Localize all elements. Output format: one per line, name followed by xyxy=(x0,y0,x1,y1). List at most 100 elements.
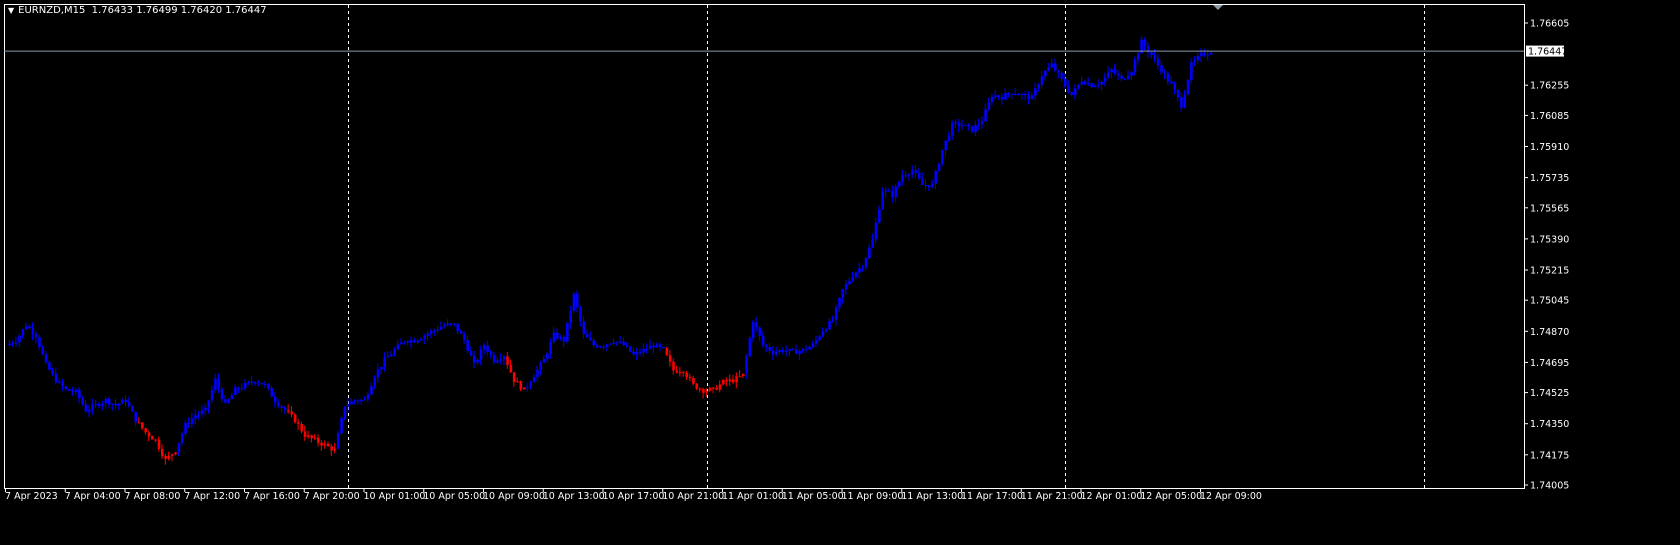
candle-body xyxy=(751,322,755,339)
candle-body xyxy=(1176,90,1180,98)
candle-body xyxy=(1170,81,1173,84)
candle-body xyxy=(104,398,108,404)
candle-body xyxy=(303,431,307,438)
candle-body xyxy=(808,346,811,350)
candle-body xyxy=(220,388,224,400)
candle-body xyxy=(1047,67,1050,71)
bid-price-label: 1.76447 xyxy=(1528,47,1567,58)
candle-body xyxy=(509,364,513,373)
price-tick-label: 1.75565 xyxy=(1530,203,1569,214)
candle-body xyxy=(84,404,88,412)
candle-body xyxy=(8,343,11,346)
candle-body xyxy=(68,389,71,392)
candle-body xyxy=(446,323,450,326)
candle-body xyxy=(692,378,695,384)
candle-body xyxy=(459,331,463,334)
candle-body xyxy=(240,388,244,390)
candle-body xyxy=(1083,81,1087,85)
candle-body xyxy=(1014,94,1017,96)
candle-body xyxy=(1097,84,1100,86)
candle-body xyxy=(370,386,373,395)
candle-body xyxy=(635,351,639,355)
candle-body xyxy=(592,340,596,346)
candle-body xyxy=(350,401,353,405)
candle-body xyxy=(64,386,68,390)
price-axis[interactable]: 1.76605 1.76255 1.76085 1.75910 1.75735 1.755… xyxy=(1524,19,1569,492)
candle-body xyxy=(738,375,742,377)
ohlc-values: 1.76433 1.76499 1.76420 1.76447 xyxy=(91,5,267,16)
candle-body xyxy=(516,381,519,383)
candle-body xyxy=(648,345,652,350)
shift-marker-icon[interactable] xyxy=(1213,5,1223,10)
candle-body xyxy=(287,410,290,412)
candle-body xyxy=(1067,85,1070,92)
candle-body xyxy=(854,272,858,278)
candle-body xyxy=(157,439,161,449)
candle-body xyxy=(542,359,546,363)
candle-body xyxy=(911,170,914,175)
candle-body xyxy=(512,372,516,383)
candle-body xyxy=(353,400,357,402)
candle-body xyxy=(927,185,931,188)
candle-body xyxy=(1156,58,1160,66)
candle-body xyxy=(167,455,171,459)
candle-body xyxy=(280,406,284,408)
candle-body xyxy=(366,394,370,400)
price-tick-label: 1.74005 xyxy=(1530,481,1569,492)
triangle-down-icon[interactable]: ▼ xyxy=(8,6,15,15)
candle-body xyxy=(1040,76,1044,85)
candle-body xyxy=(712,387,715,389)
candle-body xyxy=(741,373,745,376)
candle-body xyxy=(283,407,287,411)
candle-body xyxy=(326,443,330,447)
candle-body xyxy=(1037,84,1040,89)
candle-body xyxy=(1027,94,1031,100)
time-tick-label: 7 Apr 16:00 xyxy=(244,491,300,502)
candle-body xyxy=(974,125,977,133)
candle-body xyxy=(907,174,911,176)
candle-body xyxy=(380,366,383,370)
candle-body xyxy=(210,389,214,401)
candle-body xyxy=(1004,93,1007,100)
candle-body xyxy=(980,121,984,125)
time-axis[interactable]: 7 Apr 2023 7 Apr 04:00 7 Apr 08:00 7 Apr 12… xyxy=(5,488,1262,502)
candle-body xyxy=(688,377,692,379)
candle-body xyxy=(224,399,227,403)
candle-body xyxy=(1140,39,1143,54)
candle-body xyxy=(695,383,699,389)
price-tick-label: 1.76085 xyxy=(1530,111,1569,122)
candle-body xyxy=(1166,73,1170,82)
candle-body xyxy=(526,386,529,388)
candle-body xyxy=(1123,78,1127,80)
candle-body xyxy=(755,322,758,328)
chart-title: ▼ EURNZD,M15 1.76433 1.76499 1.76420 1.76… xyxy=(8,5,267,16)
candle-body xyxy=(901,175,904,182)
candle-body xyxy=(977,124,981,126)
candle-body xyxy=(668,355,672,362)
candle-body xyxy=(878,209,881,223)
candle-body xyxy=(788,349,792,351)
time-tick-label: 12 Apr 09:00 xyxy=(1200,491,1262,502)
candle-body xyxy=(632,351,635,355)
candle-body xyxy=(522,387,526,390)
candle-body xyxy=(81,398,84,405)
candle-body xyxy=(476,359,479,363)
candle-body xyxy=(161,448,164,457)
candle-body xyxy=(599,346,602,348)
candle-body xyxy=(144,428,148,433)
candle-body xyxy=(1080,81,1084,85)
candle-body xyxy=(141,422,144,429)
price-tick-label: 1.75390 xyxy=(1530,234,1569,245)
candle-body xyxy=(529,382,533,387)
candle-body xyxy=(871,239,875,248)
candle-body xyxy=(383,357,387,367)
candle-body xyxy=(1130,72,1133,76)
candle-body xyxy=(180,433,184,443)
candle-body xyxy=(336,433,340,449)
candle-body xyxy=(595,345,599,348)
candle-body xyxy=(54,373,58,383)
time-tick-label: 7 Apr 20:00 xyxy=(304,491,360,502)
price-tick-label: 1.75215 xyxy=(1530,265,1569,276)
candle-body xyxy=(71,391,74,393)
